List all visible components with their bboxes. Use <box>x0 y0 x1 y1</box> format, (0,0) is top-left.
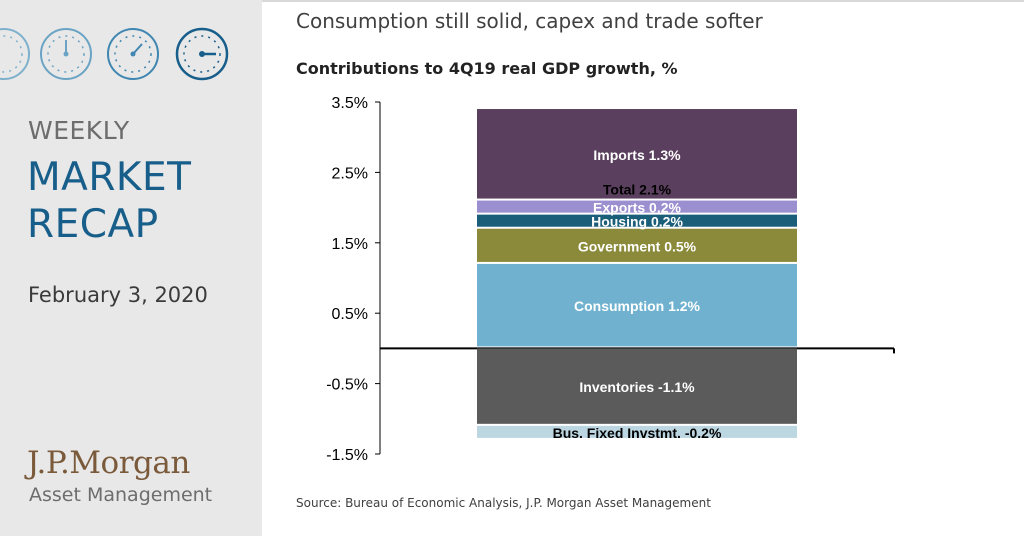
clock-icon-row <box>0 26 262 88</box>
weekly-label: WEEKLY <box>28 116 130 145</box>
bar-label-exports: Exports 0.2% <box>593 200 681 216</box>
bar-segment-inventories <box>477 348 797 424</box>
source-note: Source: Bureau of Economic Analysis, J.P… <box>296 496 711 510</box>
clock-icon <box>175 27 229 81</box>
bar-segment-imports <box>477 109 797 199</box>
bar-segment-housing <box>477 214 797 227</box>
recap-date: February 3, 2020 <box>28 283 208 307</box>
bar-label-housing: Housing 0.2% <box>591 214 683 230</box>
bar-label-bus-fixed-invstmt: Bus. Fixed Invstmt. -0.2% <box>553 425 722 441</box>
top-divider <box>262 0 1024 2</box>
chart-title: Contributions to 4Q19 real GDP growth, % <box>296 59 678 78</box>
bar-segment-exports <box>477 200 797 213</box>
bar-segment-government <box>477 228 797 262</box>
recap-title-line1: MARKET <box>27 155 192 200</box>
clock-icon <box>107 28 159 80</box>
recap-title: MARKET RECAP <box>27 154 191 248</box>
headline: Consumption still solid, capex and trade… <box>296 9 763 33</box>
stacked-bar <box>477 109 797 438</box>
bar-label-consumption: Consumption 1.2% <box>574 298 701 314</box>
bar-label-imports: Imports 1.3% <box>593 147 681 163</box>
clock-icon <box>40 28 92 80</box>
y-tick-label: -0.5% <box>326 377 368 394</box>
bar-segment-bus-fixed-invstmt <box>477 425 797 438</box>
total-label: Total 2.1% <box>603 182 672 198</box>
y-tick-label: 2.5% <box>332 165 368 182</box>
y-tick-label: 0.5% <box>332 306 368 323</box>
sidebar: WEEKLY MARKET RECAP February 3, 2020 J.P… <box>0 0 262 536</box>
bar-label-inventories: Inventories -1.1% <box>579 379 695 395</box>
gdp-contribution-chart: 3.5% 2.5% 1.5% 0.5% -0.5% -1.5% Consumption 1… <box>326 95 895 464</box>
asset-management-label: Asset Management <box>29 484 213 506</box>
bar-labels: Consumption 1.2% Government 0.5% Housing 0… <box>553 147 722 441</box>
y-tick-label: -1.5% <box>326 447 368 464</box>
clock-icon <box>0 28 30 80</box>
y-axis: 3.5% 2.5% 1.5% 0.5% -0.5% -1.5% <box>326 95 895 464</box>
y-tick-label: 1.5% <box>332 236 368 253</box>
jpmorgan-logo: J.P.Morgan <box>27 445 190 481</box>
bar-label-government: Government 0.5% <box>578 238 697 254</box>
bar-segment-consumption <box>477 263 797 347</box>
y-tick-label: 3.5% <box>332 95 368 112</box>
recap-title-line2: RECAP <box>27 202 159 247</box>
